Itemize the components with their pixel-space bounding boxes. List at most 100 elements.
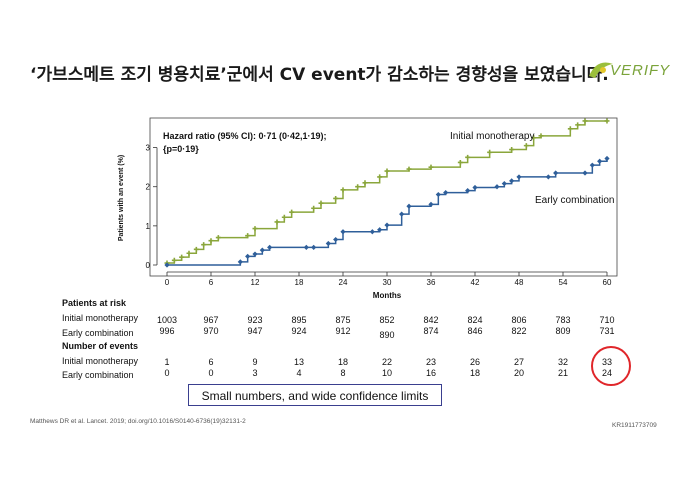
x-tick-label: 54 bbox=[559, 278, 568, 287]
data-point bbox=[193, 246, 199, 252]
risk-value: 846 bbox=[467, 326, 483, 336]
logo-text: VERIFY bbox=[610, 62, 671, 79]
data-point bbox=[487, 149, 493, 155]
data-point bbox=[516, 174, 522, 180]
events-value: 21 bbox=[557, 368, 568, 378]
x-tick-label: 24 bbox=[339, 278, 348, 287]
series-line bbox=[167, 120, 607, 264]
risk-row-label: Early combination bbox=[62, 328, 134, 338]
data-point bbox=[582, 170, 588, 176]
hazard-ratio-text: Hazard ratio (95% CI): 0·71 (0·42,1·19); bbox=[163, 131, 327, 141]
y-tick-label: 2 bbox=[146, 183, 151, 192]
risk-value: 912 bbox=[335, 326, 351, 336]
plot-frame bbox=[149, 117, 618, 277]
data-point bbox=[457, 159, 463, 165]
risk-value: 924 bbox=[291, 326, 307, 336]
events-value: 8 bbox=[340, 368, 346, 378]
data-point bbox=[245, 253, 251, 259]
data-point bbox=[333, 236, 339, 243]
x-tick-label: 6 bbox=[209, 278, 214, 287]
data-point bbox=[553, 170, 559, 176]
data-point bbox=[589, 162, 595, 168]
data-point bbox=[523, 143, 529, 149]
risk-row-label: Initial monotherapy bbox=[62, 313, 139, 323]
events-value: 20 bbox=[513, 368, 524, 378]
risk-value: 947 bbox=[247, 326, 263, 336]
events-value: 0 bbox=[208, 368, 214, 378]
events-value: 23 bbox=[425, 357, 436, 367]
data-point bbox=[545, 174, 551, 180]
data-point bbox=[215, 235, 221, 241]
risk-value: 783 bbox=[555, 315, 571, 325]
data-point bbox=[465, 188, 471, 194]
risk-title: Patients at risk bbox=[62, 298, 127, 308]
events-value: 18 bbox=[337, 357, 348, 367]
events-value: 27 bbox=[513, 357, 524, 367]
events-value: 32 bbox=[557, 357, 568, 367]
data-point bbox=[531, 135, 537, 141]
risk-value: 842 bbox=[423, 315, 439, 325]
x-tick-label: 60 bbox=[603, 278, 612, 287]
y-tick-label: 0 bbox=[146, 261, 151, 270]
logo-icon bbox=[589, 62, 613, 78]
data-point bbox=[355, 184, 361, 190]
risk-value: 731 bbox=[599, 326, 615, 336]
data-point bbox=[311, 205, 317, 211]
risk-value: 874 bbox=[423, 326, 439, 336]
events-value: 16 bbox=[425, 368, 436, 378]
data-point bbox=[259, 247, 265, 253]
data-point bbox=[237, 259, 243, 265]
data-point bbox=[318, 200, 324, 206]
data-point bbox=[428, 164, 434, 170]
risk-value: 824 bbox=[467, 315, 483, 325]
data-point bbox=[311, 244, 317, 250]
data-point bbox=[567, 126, 573, 132]
events-value: 4 bbox=[296, 368, 302, 378]
highlight-circle bbox=[591, 346, 631, 386]
x-tick-label: 30 bbox=[383, 278, 392, 287]
data-point bbox=[325, 240, 331, 247]
data-point bbox=[171, 257, 177, 263]
data-point bbox=[245, 233, 251, 239]
data-point bbox=[252, 226, 258, 232]
data-point bbox=[186, 250, 192, 256]
data-point bbox=[384, 222, 390, 228]
citation: Matthews DR et al. Lancet. 2019; doi.org… bbox=[30, 418, 246, 425]
data-point bbox=[208, 238, 214, 244]
data-point bbox=[465, 154, 471, 160]
series-label-monotherapy: Initial monotherapy bbox=[450, 131, 535, 142]
data-point bbox=[509, 147, 515, 153]
data-point bbox=[575, 122, 581, 128]
data-point bbox=[179, 254, 185, 260]
events-value: 0 bbox=[164, 368, 170, 378]
risk-value: 822 bbox=[511, 326, 527, 336]
data-point bbox=[377, 174, 383, 180]
callout-box: Small numbers, and wide confidence limit… bbox=[188, 384, 442, 406]
data-point bbox=[340, 229, 346, 235]
x-tick-label: 12 bbox=[251, 278, 260, 287]
risk-value: 1003 bbox=[156, 315, 178, 325]
slide-code: KR1911773709 bbox=[612, 422, 657, 429]
data-point bbox=[494, 184, 500, 190]
x-tick-label: 0 bbox=[165, 278, 170, 287]
slide-title: ‘가브스메트 조기 병용치료’군에서 CV event가 감소하는 경향성을 보… bbox=[30, 65, 609, 85]
x-tick-label: 36 bbox=[427, 278, 436, 287]
data-point bbox=[604, 155, 610, 162]
data-point bbox=[472, 184, 478, 191]
events-value: 3 bbox=[252, 368, 258, 378]
data-point bbox=[303, 244, 309, 250]
events-row-label: Early combination bbox=[62, 370, 134, 380]
data-point bbox=[538, 133, 544, 139]
x-tick-label: 18 bbox=[295, 278, 304, 287]
data-point bbox=[399, 211, 405, 217]
data-point bbox=[509, 178, 515, 184]
data-point bbox=[406, 166, 412, 172]
data-point bbox=[289, 209, 295, 215]
series-label-combination: Early combination bbox=[535, 195, 614, 206]
data-point bbox=[252, 251, 258, 257]
data-point bbox=[281, 214, 287, 220]
events-title: Number of events bbox=[62, 341, 139, 351]
data-point bbox=[604, 118, 610, 124]
data-point bbox=[597, 158, 603, 164]
data-point bbox=[428, 201, 434, 207]
